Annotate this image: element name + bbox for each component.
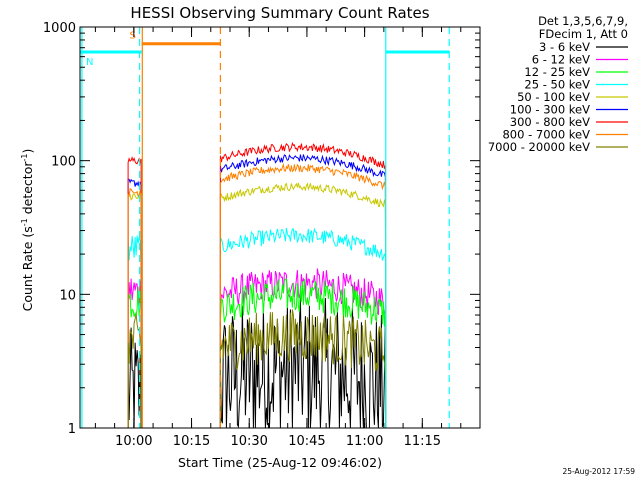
legend-label-5: 50 - 100 keV — [517, 90, 590, 104]
series-1-segment-1 — [127, 327, 142, 429]
legend-label-8: 800 - 7000 keV — [502, 128, 590, 142]
y-axis-label-sup1: -1 — [20, 218, 29, 226]
series-9 — [127, 309, 387, 429]
data-layer: SN — [80, 27, 450, 429]
y-axis-label-main: Count Rate (s — [20, 226, 35, 311]
series-7-segment-2 — [219, 141, 387, 429]
series-1-segment-2 — [219, 296, 387, 429]
series-8 — [127, 162, 387, 429]
y-axis-label-end: ) — [20, 149, 35, 154]
legend-label-4: 25 - 50 keV — [524, 78, 590, 92]
x-tick-label: 10:45 — [288, 434, 325, 449]
legend-label-7: 300 - 800 keV — [510, 115, 590, 129]
x-axis-label: Start Time (25-Aug-12 09:46:02) — [178, 455, 382, 470]
chart-title: HESSI Observing Summary Count Rates — [130, 4, 429, 22]
series-1 — [127, 296, 387, 429]
series-4 — [127, 227, 387, 429]
flag-label-1: S — [130, 31, 136, 42]
legend-entry-1: 3 - 6 keV — [539, 40, 628, 54]
series-9-segment-2 — [219, 309, 387, 429]
series-6-segment-2 — [219, 154, 387, 429]
axes-layer: 1 10 100 1000 10:00 10:15 10:30 10:45 11:00 11:15 — [43, 21, 481, 449]
legend-entry-2: 6 - 12 keV — [532, 53, 628, 67]
legend-entry-3: 12 - 25 keV — [524, 65, 628, 79]
x-tick-label: 10:30 — [230, 434, 267, 449]
legend-entry-4: 25 - 50 keV — [524, 78, 628, 92]
y-axis-label-sup2: -1 — [20, 154, 29, 162]
legend-header-line-1: Det 1,3,5,6,7,9, — [538, 14, 628, 28]
x-tick-label: 11:15 — [404, 434, 441, 449]
plot-frame — [79, 26, 481, 429]
y-tick-label: 100 — [51, 155, 76, 170]
y-tick-label: 1000 — [43, 21, 76, 36]
legend-label-3: 12 - 25 keV — [524, 65, 590, 79]
series-3-segment-2 — [219, 278, 387, 429]
series-9-segment-1 — [127, 314, 142, 429]
x-tick-label: 11:00 — [346, 434, 383, 449]
y-tick-label: 10 — [59, 288, 76, 303]
y-tick-label: 1 — [68, 422, 76, 437]
series-4-segment-1 — [127, 235, 142, 429]
flag-label-2: N — [86, 57, 93, 68]
series-8-segment-1 — [127, 188, 142, 429]
legend-entry-5: 50 - 100 keV — [517, 90, 628, 104]
x-tick-label: 10:00 — [115, 434, 152, 449]
legend-label-1: 3 - 6 keV — [539, 40, 590, 54]
series-4-segment-2 — [219, 227, 387, 429]
legend-entry-9: 7000 - 20000 keV — [488, 140, 628, 154]
x-tick-label: 10:15 — [173, 434, 210, 449]
timestamp: 25-Aug-2012 17:59 — [562, 467, 635, 476]
legend-entry-8: 800 - 7000 keV — [502, 128, 628, 142]
legend-label-6: 100 - 300 keV — [510, 103, 590, 117]
legend-entry-7: 300 - 800 keV — [510, 115, 628, 129]
legend-header-line-2: FDecim 1, Att 0 — [539, 27, 628, 41]
y-axis-label: Count Rate (s-1 detector-1) — [20, 149, 35, 312]
y-axis-label-mid: detector — [20, 161, 35, 219]
series-8-segment-2 — [219, 162, 387, 429]
legend-entry-6: 100 - 300 keV — [510, 103, 628, 117]
series-5-segment-2 — [219, 182, 387, 429]
legend-label-9: 7000 - 20000 keV — [488, 140, 590, 154]
legend-label-2: 6 - 12 keV — [532, 53, 590, 67]
